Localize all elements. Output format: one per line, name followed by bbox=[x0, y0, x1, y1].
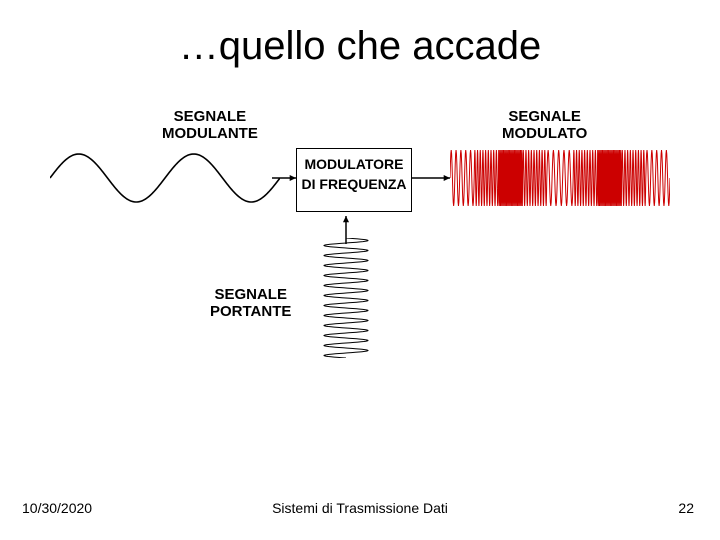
fm-diagram: SEGNALE MODULANTE MODULATORE DI FREQUENZ… bbox=[50, 108, 670, 368]
wave-portante bbox=[322, 238, 370, 358]
modulator-box: MODULATORE DI FREQUENZA bbox=[296, 148, 412, 212]
label-segnale-portante: SEGNALE PORTANTE bbox=[210, 286, 291, 321]
footer-page-number: 22 bbox=[678, 500, 694, 516]
wave-modulato bbox=[450, 142, 670, 214]
wave-modulante bbox=[50, 146, 280, 210]
slide-title: …quello che accade bbox=[0, 24, 720, 69]
label-segnale-modulato: SEGNALE MODULATO bbox=[502, 108, 587, 143]
footer-center: Sistemi di Trasmissione Dati bbox=[0, 500, 720, 516]
label-segnale-modulante: SEGNALE MODULANTE bbox=[162, 108, 258, 143]
